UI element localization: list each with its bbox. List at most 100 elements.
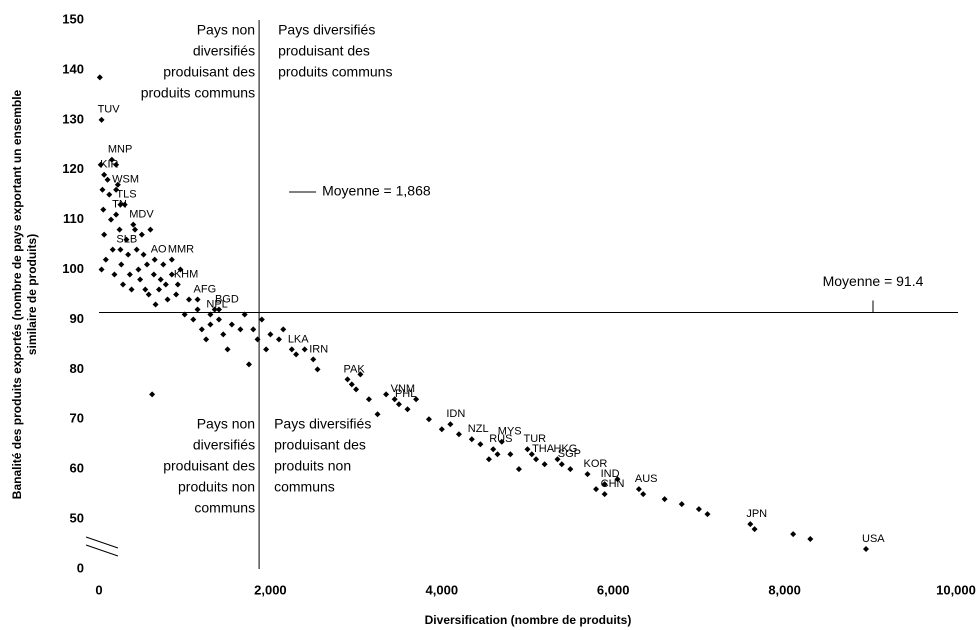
point-label: THA xyxy=(532,443,555,455)
data-point xyxy=(228,321,235,328)
data-point xyxy=(353,386,360,393)
data-point xyxy=(275,336,282,343)
data-point xyxy=(220,331,227,338)
data-point xyxy=(101,231,108,238)
y-tick-label: 0 xyxy=(77,560,84,575)
data-point xyxy=(117,246,124,253)
data-point xyxy=(425,416,432,423)
x-tick-label: 6,000 xyxy=(597,582,630,597)
data-point xyxy=(113,211,120,218)
data-point xyxy=(128,286,135,293)
y-tick-label: 120 xyxy=(62,161,84,176)
data-point xyxy=(695,506,702,513)
data-point xyxy=(98,266,105,273)
data-point xyxy=(438,426,445,433)
mean-label: Moyenne = 91.4 xyxy=(823,273,924,289)
data-point xyxy=(149,391,156,398)
data-point xyxy=(102,256,109,263)
data-point xyxy=(224,346,231,353)
y-tick-label: 80 xyxy=(70,361,84,376)
y-tick-label: 70 xyxy=(70,411,84,426)
data-point xyxy=(143,261,150,268)
data-point xyxy=(207,311,214,318)
data-point xyxy=(790,531,797,538)
data-point xyxy=(507,451,514,458)
y-tick-label: 140 xyxy=(62,61,84,76)
point-label: KOR xyxy=(583,458,607,470)
data-point xyxy=(131,226,138,233)
data-point xyxy=(215,306,222,313)
point-label: USA xyxy=(862,533,885,545)
data-point xyxy=(152,301,159,308)
quadrant-label: Pays non xyxy=(197,22,255,38)
x-tick-label: 0 xyxy=(95,582,102,597)
quadrant-label: Pays diversifiés xyxy=(278,22,375,38)
data-point xyxy=(455,431,462,438)
data-point xyxy=(215,316,222,323)
y-axis-title: Banalité des produits exportés (nombre d… xyxy=(10,89,24,499)
data-point xyxy=(348,381,355,388)
quadrant-label: produits communs xyxy=(278,64,392,80)
data-point xyxy=(138,231,145,238)
data-point xyxy=(104,176,111,183)
data-point xyxy=(96,74,103,81)
x-tick-label: 10,000 xyxy=(936,582,976,597)
data-point xyxy=(190,316,197,323)
point-label: SGP xyxy=(558,448,581,460)
data-point xyxy=(211,306,218,313)
x-tick-label: 8,000 xyxy=(768,582,801,597)
data-point xyxy=(383,391,390,398)
data-point xyxy=(97,161,104,168)
data-point xyxy=(498,438,505,445)
data-point xyxy=(118,261,125,268)
data-point xyxy=(181,311,188,318)
data-point xyxy=(477,441,484,448)
data-point xyxy=(301,346,308,353)
data-point xyxy=(751,526,758,533)
data-point xyxy=(404,406,411,413)
quadrant-label: Pays non xyxy=(197,416,255,432)
data-point xyxy=(584,471,591,478)
x-axis-title: Diversification (nombre de produits) xyxy=(425,613,632,627)
point-label: AO xyxy=(151,243,167,255)
quadrant-label: produisant des xyxy=(278,43,370,59)
data-point xyxy=(147,226,154,233)
point-label: KIR xyxy=(100,159,118,171)
data-point xyxy=(554,456,561,463)
data-point xyxy=(558,461,565,468)
data-point xyxy=(413,396,420,403)
point-label: IDN xyxy=(446,408,465,420)
data-point xyxy=(150,271,157,278)
quadrant-label: Pays diversifiés xyxy=(274,416,371,432)
point-label: TN xyxy=(112,199,127,211)
data-point xyxy=(494,451,501,458)
data-point xyxy=(100,206,107,213)
x-tick-label: 2,000 xyxy=(254,582,287,597)
point-label: MDV xyxy=(129,209,154,221)
point-label: AUS xyxy=(635,473,658,485)
data-point xyxy=(113,186,120,193)
data-point xyxy=(601,491,608,498)
data-point xyxy=(704,511,711,518)
data-point xyxy=(174,281,181,288)
data-point xyxy=(121,201,128,208)
data-point xyxy=(111,271,118,278)
data-point xyxy=(258,316,265,323)
data-point xyxy=(541,461,548,468)
data-point xyxy=(241,311,248,318)
data-point xyxy=(140,251,147,258)
data-point xyxy=(267,331,274,338)
data-point xyxy=(109,246,116,253)
point-label: KHM xyxy=(174,268,198,280)
point-label: MNP xyxy=(108,144,132,156)
data-point xyxy=(468,436,475,443)
data-point xyxy=(125,251,132,258)
point-label: WSM xyxy=(112,174,139,186)
data-point xyxy=(678,501,685,508)
data-point xyxy=(160,261,167,268)
data-point xyxy=(117,201,124,208)
mean-label: Moyenne = 1,868 xyxy=(322,183,431,199)
data-point xyxy=(344,376,351,383)
data-point xyxy=(98,116,105,123)
quadrant-label: diversifiés xyxy=(193,43,255,59)
